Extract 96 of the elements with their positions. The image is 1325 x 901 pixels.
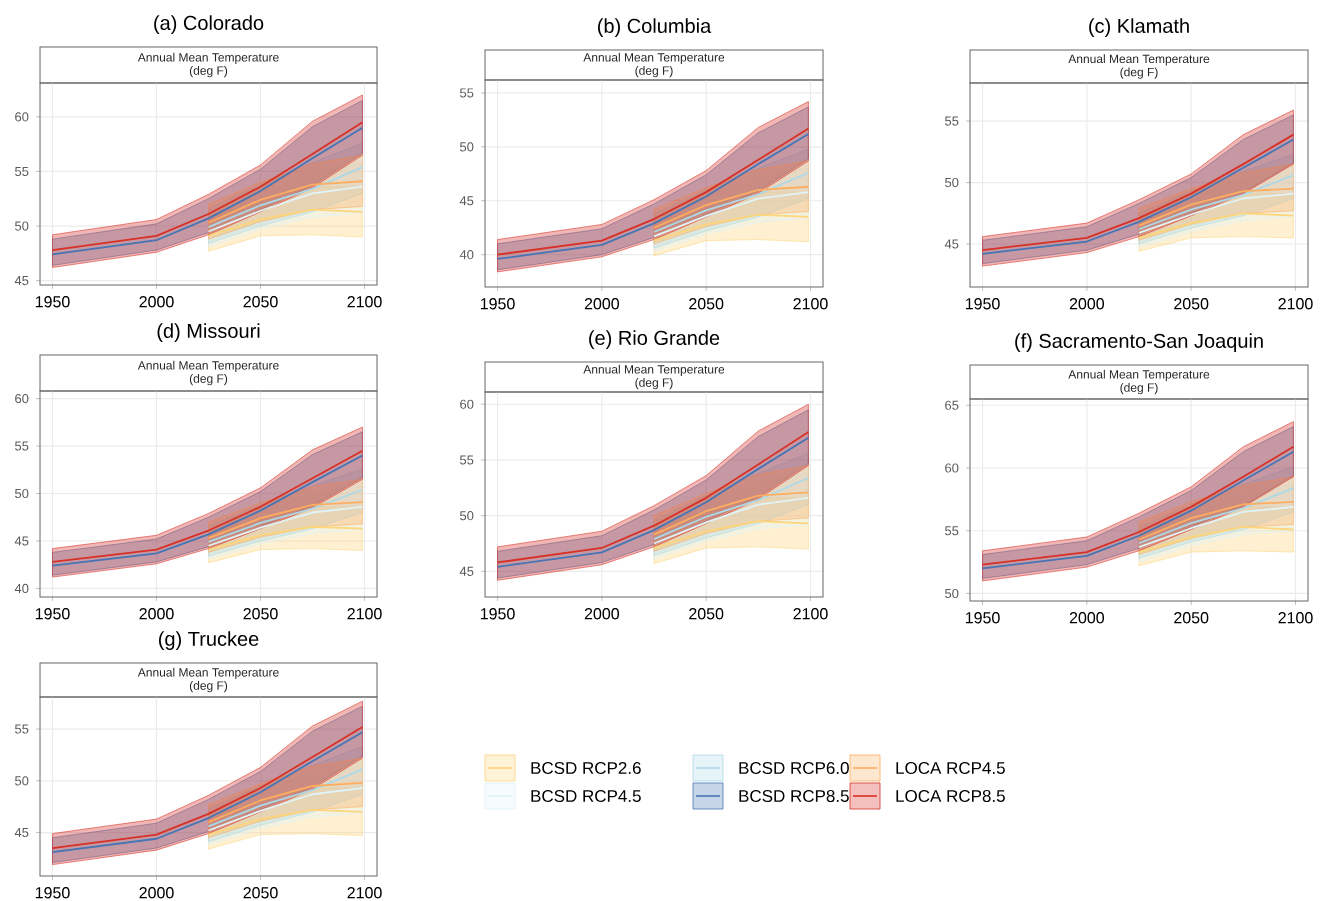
x-tick-label: 2050 [243, 608, 278, 620]
x-tick-label: 2050 [243, 296, 278, 308]
y-tick-label: 45 [14, 828, 29, 838]
y-tick-label: 45 [459, 196, 474, 206]
y-tick-label: 40 [459, 250, 474, 260]
legend-label: BCSD RCP2.6 [531, 762, 641, 775]
y-tick-label: 60 [460, 399, 474, 409]
y-tick-label: 55 [945, 526, 959, 536]
y-tick-label: 50 [460, 511, 474, 521]
line-series [1138, 212, 1295, 239]
chart-title: (g) Truckee [159, 631, 259, 650]
x-tick-label: 1950 [35, 887, 70, 899]
x-tick-label: 2000 [1069, 298, 1105, 310]
x-tick-label: 1950 [35, 296, 70, 308]
x-tick-label: 2000 [139, 296, 174, 308]
x-tick-label: 2050 [689, 608, 724, 620]
x-tick-label: 2100 [347, 887, 382, 899]
y-tick-label: 45 [944, 239, 959, 249]
chart-title: (c) Klamath [1089, 18, 1189, 37]
legend-label: LOCA RCP4.5 [896, 762, 1005, 775]
line-series [653, 520, 810, 549]
y-tick-label: 40 [14, 583, 29, 594]
y-tick-label: 55 [15, 441, 29, 451]
legend-label: LOCA RCP8.5 [896, 790, 1005, 803]
x-tick-label: 2100 [793, 608, 828, 620]
y-tick-label: 50 [15, 488, 29, 499]
x-tick-label: 2000 [139, 608, 174, 620]
legend-label: BCSD RCP8.5 [739, 790, 849, 803]
line-series [207, 808, 364, 836]
y-tick-label: 60 [15, 394, 29, 404]
y-tick-label: 50 [945, 177, 959, 188]
x-tick-label: 2100 [1278, 298, 1313, 310]
line-series [1138, 526, 1295, 553]
line-series [207, 488, 364, 543]
chart-subtitle: Annual Mean Temperature (deg F) [1068, 54, 1210, 79]
chart-title: (f) Sacramento-San Joaquin [1015, 333, 1263, 352]
y-tick-label: 45 [14, 276, 29, 286]
legend-label: BCSD RCP6.0 [739, 762, 849, 775]
x-tick-label: 1950 [480, 608, 515, 620]
y-tick-label: 60 [15, 112, 29, 122]
x-tick-label: 1950 [965, 612, 1000, 624]
y-tick-label: 55 [460, 88, 474, 98]
x-tick-label: 2000 [584, 608, 620, 620]
y-tick-label: 50 [460, 142, 474, 152]
y-tick-label: 55 [460, 455, 474, 465]
line-series [653, 213, 810, 242]
chart-subtitle: Annual Mean Temperature (deg F) [583, 52, 725, 78]
line-series [653, 476, 810, 540]
line-series [1138, 487, 1295, 545]
x-tick-label: 1950 [480, 298, 515, 310]
y-tick-label: 50 [945, 588, 959, 599]
x-tick-label: 1950 [965, 298, 1000, 310]
y-tick-label: 45 [14, 536, 29, 546]
chart-title: (a) Colorado [154, 15, 264, 34]
line-series [207, 768, 364, 828]
line-series [207, 180, 364, 224]
line-series [207, 208, 364, 237]
y-tick-label: 50 [15, 776, 29, 786]
x-tick-label: 1950 [35, 608, 70, 620]
line-series [207, 781, 364, 824]
line-series [653, 171, 810, 233]
y-tick-label: 45 [459, 566, 474, 576]
line-series [1138, 500, 1295, 541]
y-tick-label: 65 [945, 400, 959, 410]
x-tick-label: 2100 [347, 608, 382, 620]
y-tick-label: 55 [15, 724, 29, 734]
chart-subtitle: Annual Mean Temperature (deg F) [137, 667, 279, 693]
line-series [207, 501, 364, 540]
x-tick-label: 2050 [243, 887, 278, 899]
x-tick-label: 2050 [1174, 612, 1209, 624]
chart-title: (e) Rio Grande [589, 330, 720, 349]
line-series [207, 166, 364, 229]
line-series [1138, 187, 1295, 227]
y-tick-label: 60 [945, 463, 959, 473]
chart-subtitle: Annual Mean Temperature (deg F) [1068, 369, 1210, 395]
x-tick-label: 2000 [1069, 612, 1105, 624]
chart-subtitle: Annual Mean Temperature (deg F) [137, 52, 279, 78]
x-tick-label: 2000 [139, 887, 174, 899]
x-tick-label: 2050 [689, 298, 724, 310]
line-series [1138, 174, 1295, 231]
chart-title: (b) Columbia [598, 18, 712, 37]
x-tick-label: 2000 [584, 298, 620, 310]
y-tick-label: 50 [15, 221, 29, 231]
chart-title: (d) Missouri [157, 323, 260, 342]
x-tick-label: 2100 [1278, 612, 1313, 624]
chart-subtitle: Annual Mean Temperature (deg F) [137, 360, 279, 386]
x-tick-label: 2100 [793, 298, 828, 310]
line-series [653, 491, 810, 536]
y-tick-label: 55 [15, 166, 29, 176]
x-tick-label: 2050 [1174, 298, 1209, 310]
chart-subtitle: Annual Mean Temperature (deg F) [583, 364, 725, 390]
line-series [653, 185, 810, 229]
line-series [207, 525, 364, 551]
legend-label: BCSD RCP4.5 [531, 790, 641, 803]
y-tick-label: 55 [945, 116, 959, 126]
x-tick-label: 2100 [347, 296, 382, 308]
